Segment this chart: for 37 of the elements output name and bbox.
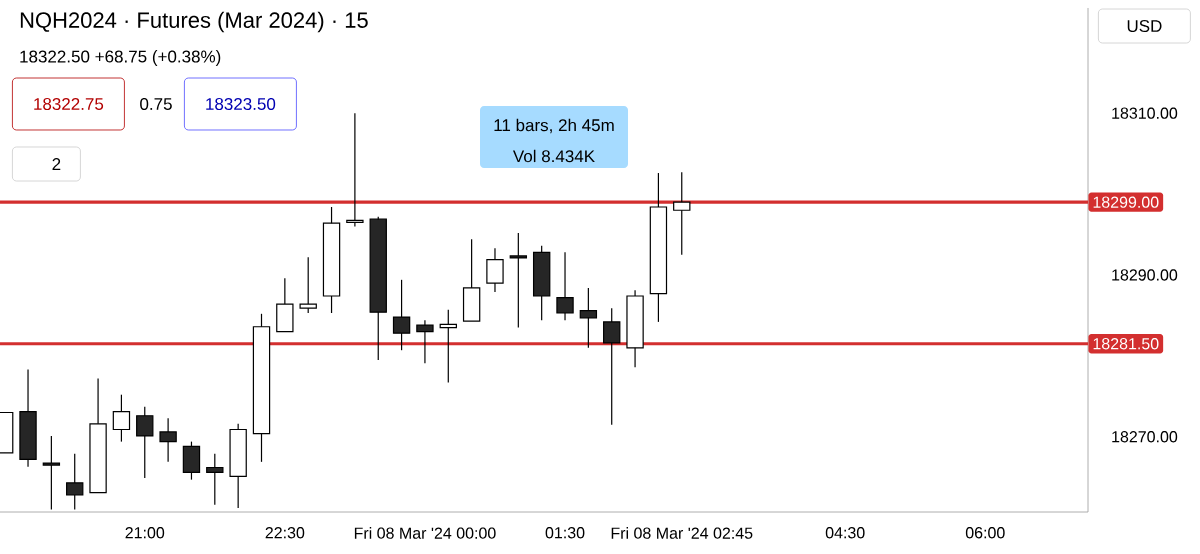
annotation: 18322.75 — [34, 98, 104, 111]
annotation: Vol 8.434K — [512, 149, 595, 163]
text: USD — [1127, 20, 1162, 33]
candlestick — [579, 287, 598, 349]
y-tick-label: 18270.00 — [1112, 431, 1178, 443]
ref-line-label: 18299.00 — [1093, 196, 1159, 208]
candlestick — [556, 251, 574, 321]
chart-title: NQH2024 · Futures (Mar 2024) · 15 — [20, 11, 368, 33]
annotation: 2 — [52, 158, 61, 170]
y-tick-label: 18290.00 — [1112, 269, 1178, 281]
candlestick — [603, 307, 621, 426]
x-tick-label: 06:00 — [965, 527, 1005, 539]
annotation: 18323.50 — [206, 98, 276, 111]
text: 18322.50 +68.75 (+0.38%) — [20, 50, 221, 66]
candlestick — [392, 279, 411, 351]
annotation: 11 bars, 2h 45m — [494, 118, 614, 134]
x-tick-label: Fri 08 Mar '24 00:00 — [354, 527, 496, 539]
x-tick-label: 04:30 — [825, 527, 865, 539]
candlestick — [136, 406, 154, 479]
candlestick — [486, 247, 504, 293]
x-tick-label: Fri 08 Mar '24 02:45 — [611, 527, 753, 539]
candlestick — [509, 232, 528, 329]
candlestick — [416, 319, 434, 364]
candlestick — [673, 171, 691, 256]
candlestick — [299, 256, 317, 314]
candlestick — [112, 394, 131, 443]
y-tick-label: 18310.00 — [1112, 107, 1178, 119]
candlestick — [66, 453, 84, 511]
candlestick — [159, 417, 177, 463]
candlestick — [206, 453, 224, 506]
x-tick-label: 21:00 — [125, 527, 165, 539]
candlestick — [346, 112, 364, 228]
ref-line-label: 18281.50 — [1093, 338, 1159, 350]
x-tick-label: 01:30 — [545, 527, 585, 539]
x-tick-label: 22:30 — [265, 527, 305, 539]
annotation: 0.75 — [140, 98, 172, 111]
candlestick — [42, 435, 61, 511]
